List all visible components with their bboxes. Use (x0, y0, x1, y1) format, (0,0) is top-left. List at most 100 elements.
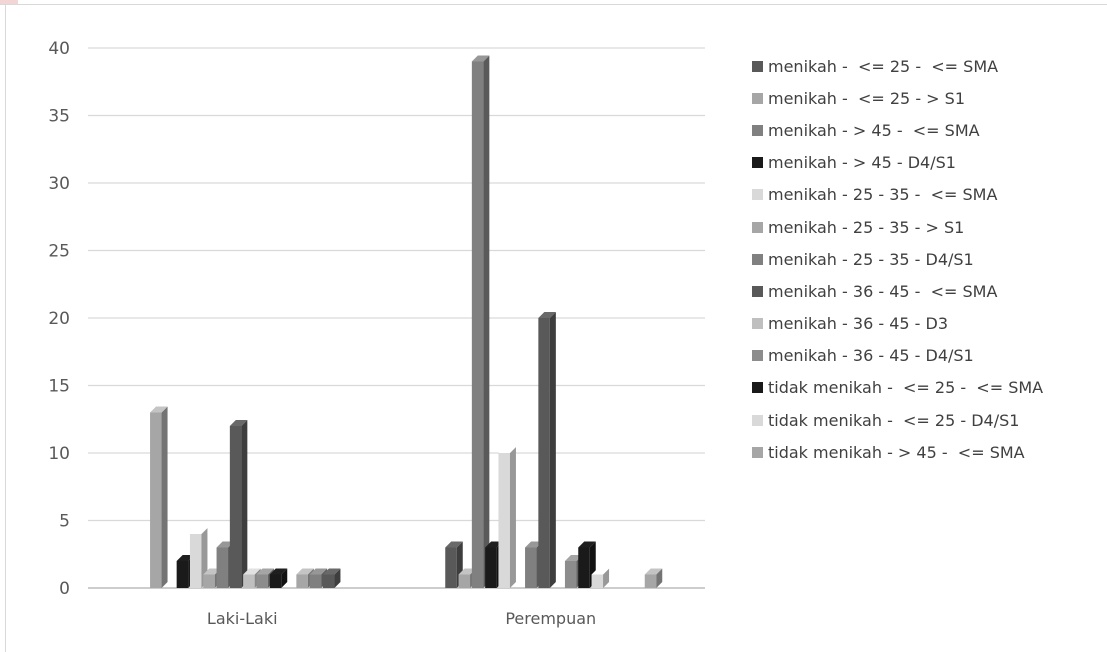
bar-top (471, 55, 490, 62)
y-tick-label: 10 (48, 444, 70, 464)
bar-front (203, 574, 215, 588)
legend-swatch (752, 318, 763, 330)
legend-swatch (752, 446, 763, 458)
corner-mark (0, 0, 18, 4)
legend-label: tidak menikah - <= 25 - <= SMA (768, 378, 1044, 398)
bar-front (445, 547, 457, 588)
bar-front (591, 574, 604, 588)
bar-side (241, 420, 248, 588)
bar-side (334, 568, 341, 588)
bar-top (322, 568, 341, 575)
y-tick-label: 5 (59, 512, 70, 532)
bar-top (525, 541, 543, 548)
legend-swatch (752, 414, 763, 426)
bar-top (150, 406, 168, 413)
bar-top (485, 541, 503, 548)
bar-front (150, 412, 162, 588)
bar-front (243, 574, 255, 588)
bar-top (498, 447, 516, 453)
legend-swatch (752, 92, 763, 104)
legend-item: menikah - <= 25 - > S1 (752, 82, 1102, 114)
bar-top (538, 312, 556, 318)
bar (150, 406, 168, 588)
bar-front (644, 574, 657, 588)
legend-label: menikah - 25 - 35 - <= SMA (768, 185, 998, 205)
legend-swatch (752, 157, 763, 169)
bar-front (229, 426, 242, 588)
bar-top (256, 568, 274, 575)
y-tick-label: 15 (48, 377, 70, 397)
y-tick-label: 0 (59, 579, 70, 599)
legend-label: menikah - 36 - 45 - D4/S1 (768, 346, 974, 366)
legend-swatch (752, 60, 763, 72)
bar-side (549, 312, 556, 588)
bar-side (509, 447, 516, 588)
bar (229, 420, 248, 588)
legend-swatch (752, 350, 763, 362)
bar-front (176, 561, 189, 588)
bar-front (498, 453, 510, 588)
legend-label: menikah - 25 - 35 - D4/S1 (768, 249, 974, 269)
legend-item: tidak menikah - > 45 - <= SMA (752, 436, 1102, 468)
bar-top (296, 568, 314, 575)
bar (538, 312, 556, 588)
bar (644, 568, 663, 588)
y-tick-label: 40 (48, 39, 70, 59)
legend-item: menikah - 25 - 35 - D4/S1 (752, 243, 1102, 275)
bar-top (229, 420, 248, 426)
legend-label: tidak menikah - <= 25 - D4/S1 (768, 410, 1020, 430)
legend-item: menikah - 36 - 45 - <= SMA (752, 275, 1102, 307)
bar-top (644, 568, 663, 575)
bar-side (483, 55, 490, 588)
legend-label: menikah - > 45 - <= SMA (768, 120, 980, 140)
legend-item: tidak menikah - <= 25 - D4/S1 (752, 404, 1102, 436)
bar-front (564, 561, 577, 588)
bar-side (281, 568, 288, 588)
bar-front (538, 318, 550, 588)
chart-border-left (5, 4, 6, 652)
chart-border-top (0, 4, 1107, 5)
bar-side (161, 406, 168, 588)
bar (498, 447, 516, 588)
bar-front (256, 574, 268, 588)
bar-front (189, 534, 202, 588)
bar-front (578, 547, 590, 588)
bar-top (176, 555, 195, 561)
bar (322, 568, 341, 588)
legend-swatch (752, 189, 763, 201)
bar-top (203, 568, 221, 575)
y-tick-label: 35 (48, 107, 70, 127)
y-tick-label: 20 (48, 309, 70, 329)
bar-top (591, 568, 610, 575)
legend-swatch (752, 285, 763, 297)
legend-swatch (752, 382, 763, 394)
legend-item: menikah - 36 - 45 - D4/S1 (752, 340, 1102, 372)
y-tick-label: 30 (48, 174, 70, 194)
legend-item: menikah - <= 25 - <= SMA (752, 50, 1102, 82)
bar-front (485, 547, 497, 588)
bar-top (445, 541, 463, 548)
bar-top (309, 568, 328, 575)
legend-swatch (752, 253, 763, 265)
bar-top (269, 568, 288, 575)
chart-legend: menikah - <= 25 - <= SMA menikah - <= 25 … (752, 50, 1102, 468)
bar (269, 568, 288, 588)
legend-swatch (752, 124, 763, 136)
bar-front (309, 574, 322, 588)
bar-top (189, 528, 208, 534)
legend-item: menikah - 36 - 45 - D3 (752, 308, 1102, 340)
legend-label: menikah - > 45 - D4/S1 (768, 153, 956, 173)
legend-label: menikah - <= 25 - > S1 (768, 88, 966, 108)
legend-label: menikah - <= 25 - <= SMA (768, 56, 999, 76)
bar-top (216, 541, 235, 548)
bar (591, 568, 610, 588)
bar-side (656, 568, 663, 588)
bar-front (525, 547, 537, 588)
bar-top (243, 568, 261, 575)
x-tick-label: Perempuan (505, 609, 596, 628)
bar-front (296, 574, 308, 588)
bar-top (564, 555, 583, 561)
legend-swatch (752, 221, 763, 233)
bar-top (458, 568, 477, 575)
